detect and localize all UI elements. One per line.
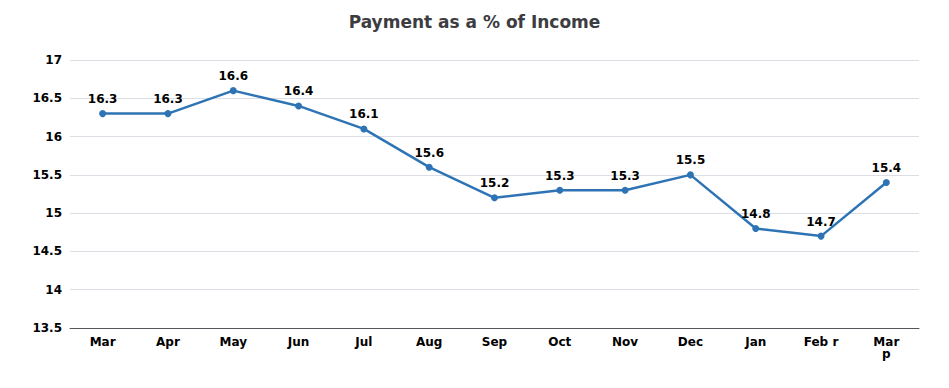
svg-text:Mar: Mar	[90, 335, 116, 349]
svg-text:13.5: 13.5	[32, 321, 62, 335]
svg-text:Oct: Oct	[548, 335, 571, 349]
svg-text:15.2: 15.2	[480, 176, 510, 190]
svg-text:16: 16	[45, 130, 62, 144]
svg-text:Apr: Apr	[156, 335, 180, 349]
svg-text:15.4: 15.4	[872, 161, 902, 175]
svg-text:p: p	[882, 347, 891, 361]
svg-text:Payment as a % of Income: Payment as a % of Income	[349, 12, 601, 32]
svg-text:17: 17	[45, 53, 62, 67]
svg-text:15.3: 15.3	[610, 169, 640, 183]
svg-text:Aug: Aug	[416, 335, 442, 349]
svg-text:16.1: 16.1	[349, 107, 379, 121]
svg-text:Jul: Jul	[354, 335, 372, 349]
svg-text:16.3: 16.3	[153, 92, 183, 106]
svg-text:15.6: 15.6	[414, 146, 444, 160]
svg-text:16.5: 16.5	[32, 91, 62, 105]
svg-text:Feb r: Feb r	[804, 335, 839, 349]
svg-text:14.5: 14.5	[32, 244, 62, 258]
svg-text:15.5: 15.5	[676, 153, 706, 167]
svg-text:15: 15	[45, 206, 62, 220]
svg-text:16.4: 16.4	[284, 84, 314, 98]
svg-text:May: May	[220, 335, 248, 349]
svg-text:Mar: Mar	[873, 335, 900, 349]
svg-text:16.6: 16.6	[218, 69, 248, 83]
svg-text:Sep: Sep	[482, 335, 508, 349]
svg-text:16.3: 16.3	[88, 92, 118, 106]
svg-text:14.8: 14.8	[741, 207, 771, 221]
svg-text:15.3: 15.3	[545, 169, 575, 183]
svg-text:Nov: Nov	[612, 335, 638, 349]
svg-text:Jan: Jan	[744, 335, 766, 349]
svg-text:Jun: Jun	[287, 335, 310, 349]
svg-text:14: 14	[45, 283, 62, 297]
svg-text:15.5: 15.5	[32, 168, 62, 182]
svg-text:14.7: 14.7	[806, 215, 836, 229]
svg-text:Dec: Dec	[678, 335, 703, 349]
